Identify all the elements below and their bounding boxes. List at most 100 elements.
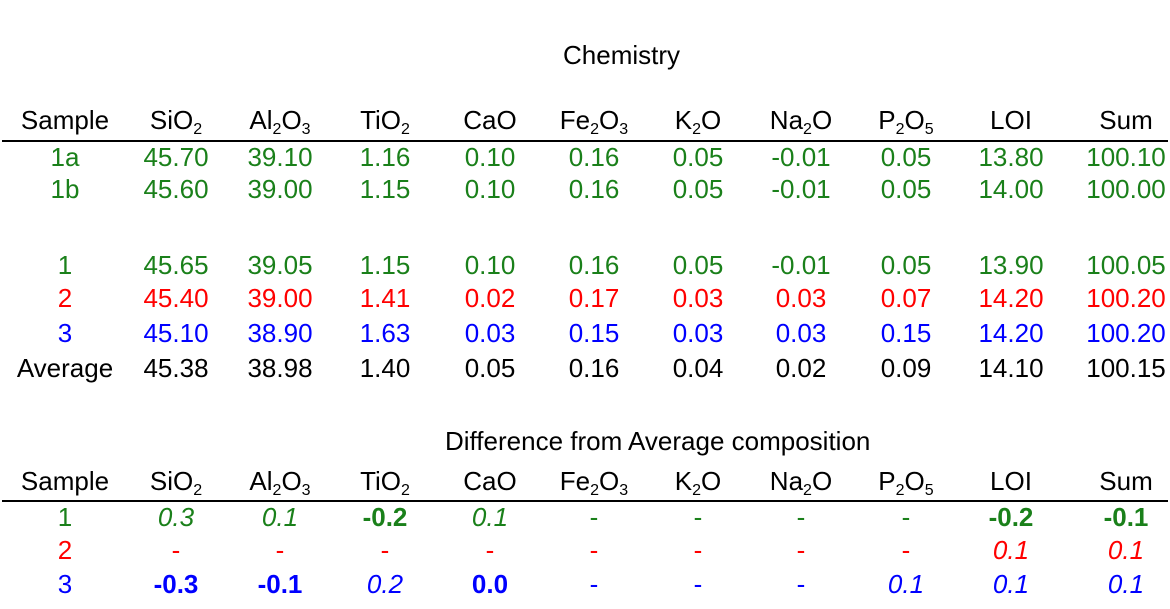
difference-cell: 0.1 <box>471 502 509 532</box>
difference-cell: - <box>380 535 390 565</box>
chemistry-header-7: Na2O <box>769 105 833 138</box>
chemistry-cell: 1.15 <box>359 250 411 280</box>
chemistry-cell: 3 <box>57 318 73 348</box>
chemistry-cell: 1.63 <box>359 318 411 348</box>
chemistry-cell: 14.00 <box>978 174 1044 204</box>
chemistry-cell: 0.16 <box>568 174 620 204</box>
chemistry-cell: 1 <box>57 250 73 280</box>
difference-cell: -0.2 <box>988 502 1034 532</box>
chemistry-cell: 0.07 <box>880 283 932 313</box>
chemistry-cell: 0.03 <box>775 318 827 348</box>
chemistry-cell: 14.20 <box>978 318 1044 348</box>
difference-cell: 0.1 <box>887 569 925 599</box>
chemistry-cell: 45.70 <box>143 142 209 172</box>
difference-cell: - <box>589 569 599 599</box>
chemistry-cell: 45.38 <box>143 353 209 383</box>
difference-header-5: Fe2O3 <box>559 466 629 499</box>
difference-cell: -0.1 <box>257 569 303 599</box>
chemistry-row: 1 45.65 39.05 1.15 0.10 0.16 0.05 -0.01 0.05 13.9… <box>0 248 1170 282</box>
chemistry-header-0: Sample <box>20 105 110 135</box>
difference-header-7: Na2O <box>769 466 833 499</box>
difference-cell: - <box>796 535 806 565</box>
chemistry-header-3: TiO2 <box>360 105 410 138</box>
chemistry-cell: 1a <box>50 142 80 172</box>
chemistry-header-1: SiO2 <box>149 105 203 138</box>
chemistry-cell: 0.05 <box>880 174 932 204</box>
chemistry-cell: -0.01 <box>771 250 831 280</box>
chemistry-cell: 45.65 <box>143 250 209 280</box>
difference-cell: 2 <box>57 535 73 565</box>
chemistry-cell: 39.05 <box>247 250 313 280</box>
chemistry-header-9: LOI <box>990 105 1032 135</box>
chemistry-cell: 39.00 <box>247 174 313 204</box>
difference-cell: - <box>589 535 599 565</box>
difference-cell: 1 <box>57 502 73 532</box>
difference-cell: 0.3 <box>157 502 195 532</box>
chemistry-cell: 0.15 <box>880 318 932 348</box>
chemistry-cell: 45.40 <box>143 283 209 313</box>
chemistry-row: Average 45.38 38.98 1.40 0.05 0.16 0.04 0.02 0.0… <box>0 351 1170 385</box>
chemistry-cell: 0.05 <box>464 353 516 383</box>
chemistry-row: 2 45.40 39.00 1.41 0.02 0.17 0.03 0.03 0.07 14.20… <box>0 281 1170 315</box>
chemistry-cell: 14.10 <box>978 353 1044 383</box>
difference-cell: 0.1 <box>261 502 299 532</box>
chemistry-cell: 45.60 <box>143 174 209 204</box>
difference-cell: 0.1 <box>992 569 1030 599</box>
difference-cell: -0.1 <box>1103 502 1149 532</box>
chemistry-cell: 38.98 <box>247 353 313 383</box>
chemistry-cell: 39.10 <box>247 142 313 172</box>
chemistry-cell: 0.02 <box>464 283 516 313</box>
chemistry-cell: 0.17 <box>568 283 620 313</box>
difference-cell: -0.3 <box>153 569 199 599</box>
chemistry-cell: 13.90 <box>978 250 1044 280</box>
chemistry-header-2: Al2O3 <box>249 105 311 138</box>
difference-header-0: Sample <box>20 466 110 496</box>
difference-cell: - <box>693 502 703 532</box>
chemistry-cell: 100.10 <box>1086 142 1166 172</box>
difference-cell: 0.1 <box>1107 569 1145 599</box>
difference-row: 1 0.3 0.1 -0.2 0.1 - - - - -0.2 -0.1 <box>0 500 1170 534</box>
chemistry-cell: 0.03 <box>464 318 516 348</box>
difference-cell: 0.1 <box>992 535 1030 565</box>
chemistry-cell: 0.03 <box>672 283 724 313</box>
chemistry-cell: 0.04 <box>672 353 724 383</box>
difference-cell: - <box>693 535 703 565</box>
chemistry-row: 3 45.10 38.90 1.63 0.03 0.15 0.03 0.03 0.15 14.20… <box>0 316 1170 350</box>
chemistry-cell: 0.10 <box>464 174 516 204</box>
difference-header-6: K2O <box>674 466 722 499</box>
chemistry-cell: 1.40 <box>359 353 411 383</box>
difference-header-1: SiO2 <box>149 466 203 499</box>
difference-header-row: Sample SiO2 Al2O3 TiO2 CaO Fe2O3 K2O Na2O P2O5 LO… <box>0 464 1170 499</box>
chemistry-cell: 38.90 <box>247 318 313 348</box>
difference-header-divider <box>2 500 1168 502</box>
chemistry-cell: 13.80 <box>978 142 1044 172</box>
difference-cell: - <box>901 535 911 565</box>
chemistry-cell: Average <box>16 353 114 383</box>
chemistry-cell: 0.03 <box>775 283 827 313</box>
chemistry-cell: 0.05 <box>672 142 724 172</box>
chemistry-cell: 0.15 <box>568 318 620 348</box>
chemistry-cell: 1b <box>50 174 80 204</box>
chemistry-cell: 45.10 <box>143 318 209 348</box>
difference-cell: 3 <box>57 569 73 599</box>
chemistry-cell: 1.16 <box>359 142 411 172</box>
chemistry-cell: 0.03 <box>672 318 724 348</box>
difference-cell: -0.2 <box>362 502 408 532</box>
difference-header-3: TiO2 <box>360 466 410 499</box>
chemistry-header-4: CaO <box>463 105 517 135</box>
chemistry-cell: 100.15 <box>1086 353 1166 383</box>
difference-cell: - <box>796 569 806 599</box>
difference-header-10: Sum <box>1099 466 1153 496</box>
chemistry-cell: 1.41 <box>359 283 411 313</box>
chemistry-cell: 0.05 <box>880 250 932 280</box>
chemistry-title: Chemistry <box>563 40 681 70</box>
chemistry-header-6: K2O <box>674 105 722 138</box>
chemistry-cell: 0.05 <box>672 250 724 280</box>
chemistry-cell: 0.09 <box>880 353 932 383</box>
difference-cell: 0.2 <box>366 569 404 599</box>
chemistry-cell: 0.05 <box>672 174 724 204</box>
difference-header-8: P2O5 <box>878 466 934 499</box>
difference-cell: - <box>693 569 703 599</box>
chemistry-cell: 0.10 <box>464 250 516 280</box>
chemistry-header-8: P2O5 <box>878 105 934 138</box>
